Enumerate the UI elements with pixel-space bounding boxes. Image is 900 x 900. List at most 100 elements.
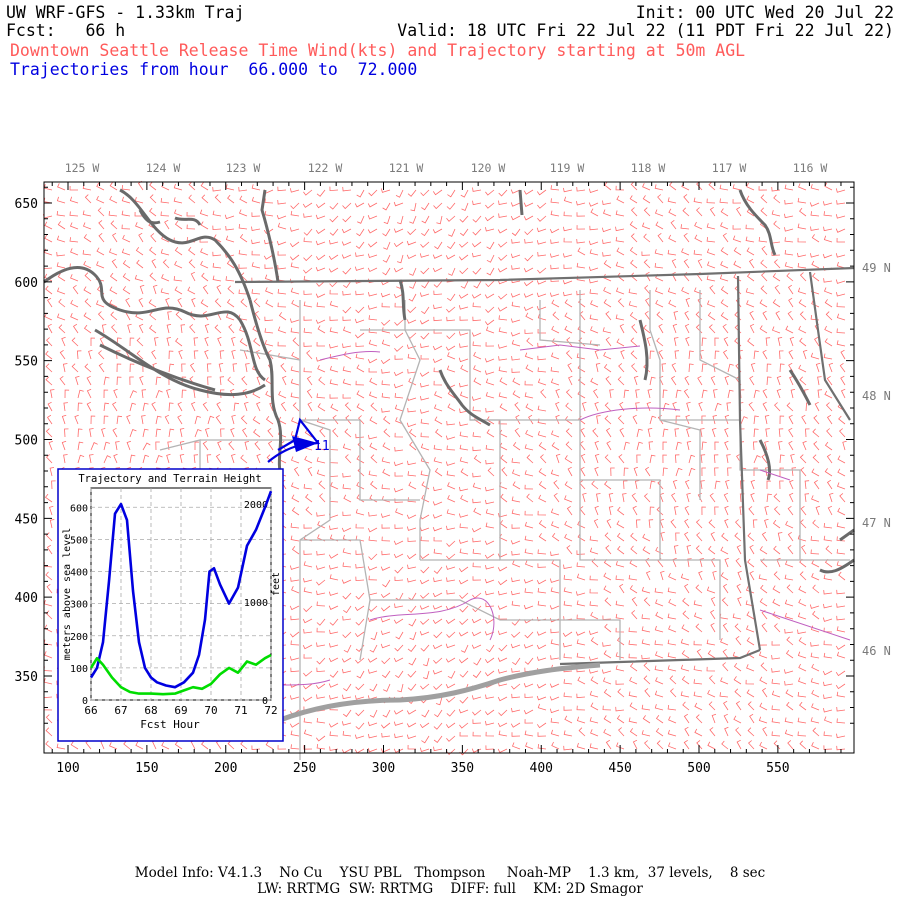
latitude-label: 46 N (862, 644, 891, 658)
inset-x-tick-label: 72 (264, 704, 277, 717)
inset-y2-tick-label: 0 (262, 696, 268, 707)
coastline (819, 558, 855, 574)
inset-x-tick-label: 69 (174, 704, 187, 717)
coastline (398, 279, 407, 321)
inset-y-axis-label: meters above sea level (62, 528, 73, 660)
x-tick-label: 500 (687, 761, 710, 776)
river (319, 351, 381, 361)
longitude-label: 118 W (631, 161, 666, 175)
inset-x-axis-label: Fcst Hour (140, 718, 200, 731)
coastline (248, 299, 284, 481)
inset-y-tick-label: 0 (82, 696, 88, 707)
wa-or-border (559, 648, 761, 666)
trajectory-arrowhead (292, 436, 318, 452)
river (759, 469, 791, 481)
inset-x-tick-label: 68 (144, 704, 157, 717)
x-tick-label: 200 (214, 761, 237, 776)
inset-y-tick-label: 200 (70, 632, 88, 643)
columbia-river (279, 662, 601, 723)
coastline (788, 369, 812, 406)
valid-time: Valid: 18 UTC Fri 22 Jul 22 (11 PDT Fri … (397, 21, 894, 40)
county-line (360, 329, 501, 480)
coastline (738, 189, 777, 256)
y-tick-label: 450 (15, 512, 38, 527)
coastline (438, 369, 491, 427)
county-line (560, 619, 621, 660)
inset-y-tick-label: 100 (70, 664, 88, 675)
trajectory-path (267, 417, 321, 463)
county-line (470, 419, 661, 560)
y-tick-label: 400 (15, 591, 38, 606)
rivers (229, 344, 851, 691)
river (759, 609, 851, 641)
river (519, 344, 641, 351)
coastline (260, 189, 280, 283)
inset-x-tick-label: 66 (84, 704, 97, 717)
trajectory-range: Trajectories from hour 66.000 to 72.000 (10, 60, 418, 79)
longitude-labels: 125 W 124 W 123 W 122 W 121 W 120 W 119 W 118 W… (65, 161, 828, 175)
terrain-height-line (89, 653, 272, 696)
inset-y2-axis-label: feet (271, 572, 282, 596)
trajectory-terrain-inset: Trajectory and Terrain Height 66 67 68 69 70 7… (57, 468, 284, 742)
tick-marks (44, 182, 854, 753)
county-line (539, 300, 601, 346)
forecast-hour: Fcst: 66 h (6, 21, 126, 40)
inset-y2-tick-label: 1000 (244, 598, 268, 609)
longitude-label: 119 W (550, 161, 585, 175)
longitude-label: 122 W (308, 161, 343, 175)
y-tick-label: 350 (15, 670, 38, 685)
latitude-labels: 49 N 48 N 47 N 46 N (862, 261, 891, 658)
latitude-label: 48 N (862, 389, 891, 403)
latitude-label: 47 N (862, 516, 891, 530)
inset-y-tick-label: 400 (70, 568, 88, 579)
river (579, 407, 681, 421)
model-title: UW WRF-GFS - 1.33km Traj (6, 3, 245, 22)
id-mt-border (808, 271, 851, 421)
canada-us-border (234, 266, 855, 284)
inset-title: Trajectory and Terrain Height (78, 473, 261, 485)
coastline (94, 328, 266, 396)
county-line (300, 419, 420, 501)
trajectory (267, 417, 321, 463)
model-info-line2: LW: RRTMG SW: RRTMG DIFF: full KM: 2D Sm… (257, 881, 643, 897)
trajectory-label: 11 (314, 439, 330, 454)
inset-x-tick-label: 71 (234, 704, 247, 717)
county-line (499, 480, 561, 660)
coastline (839, 528, 855, 542)
y-axis-labels: 650 600 550 500 450 400 350 (15, 197, 38, 685)
x-tick-label: 150 (135, 761, 158, 776)
wa-id-border (736, 275, 762, 651)
longitude-label: 124 W (146, 161, 181, 175)
x-tick-label: 250 (293, 761, 316, 776)
longitude-label: 120 W (471, 161, 506, 175)
longitude-label: 117 W (712, 161, 747, 175)
coastline (119, 188, 252, 301)
model-info-line1: Model Info: V4.1.3 No Cu YSU PBL Thompso… (134, 865, 766, 881)
y-tick-label: 650 (15, 197, 38, 212)
longitude-label: 125 W (65, 161, 100, 175)
coastline (43, 265, 266, 382)
inset-y2-tick-label: 2000 (244, 500, 268, 511)
coastline (758, 439, 772, 481)
x-tick-label: 300 (372, 761, 395, 776)
county-line (699, 290, 741, 381)
longitude-label: 123 W (226, 161, 261, 175)
map-frame (43, 181, 855, 754)
y-tick-label: 550 (15, 355, 38, 370)
inset-y-tick-label: 600 (70, 503, 88, 514)
trajectory-height-line (89, 490, 273, 689)
county-line (299, 300, 331, 760)
county-line (370, 599, 560, 621)
x-tick-label: 100 (56, 761, 79, 776)
y-tick-label: 600 (15, 276, 38, 291)
map-subtitle: Downtown Seattle Release Time Wind(kts) … (10, 41, 746, 60)
state-boundaries (234, 266, 855, 666)
x-tick-label: 550 (766, 761, 789, 776)
inset-x-tick-label: 67 (114, 704, 127, 717)
county-line (300, 539, 371, 661)
river (369, 597, 495, 641)
county-line (620, 559, 721, 640)
county-line (579, 480, 620, 561)
coastline (518, 189, 524, 216)
